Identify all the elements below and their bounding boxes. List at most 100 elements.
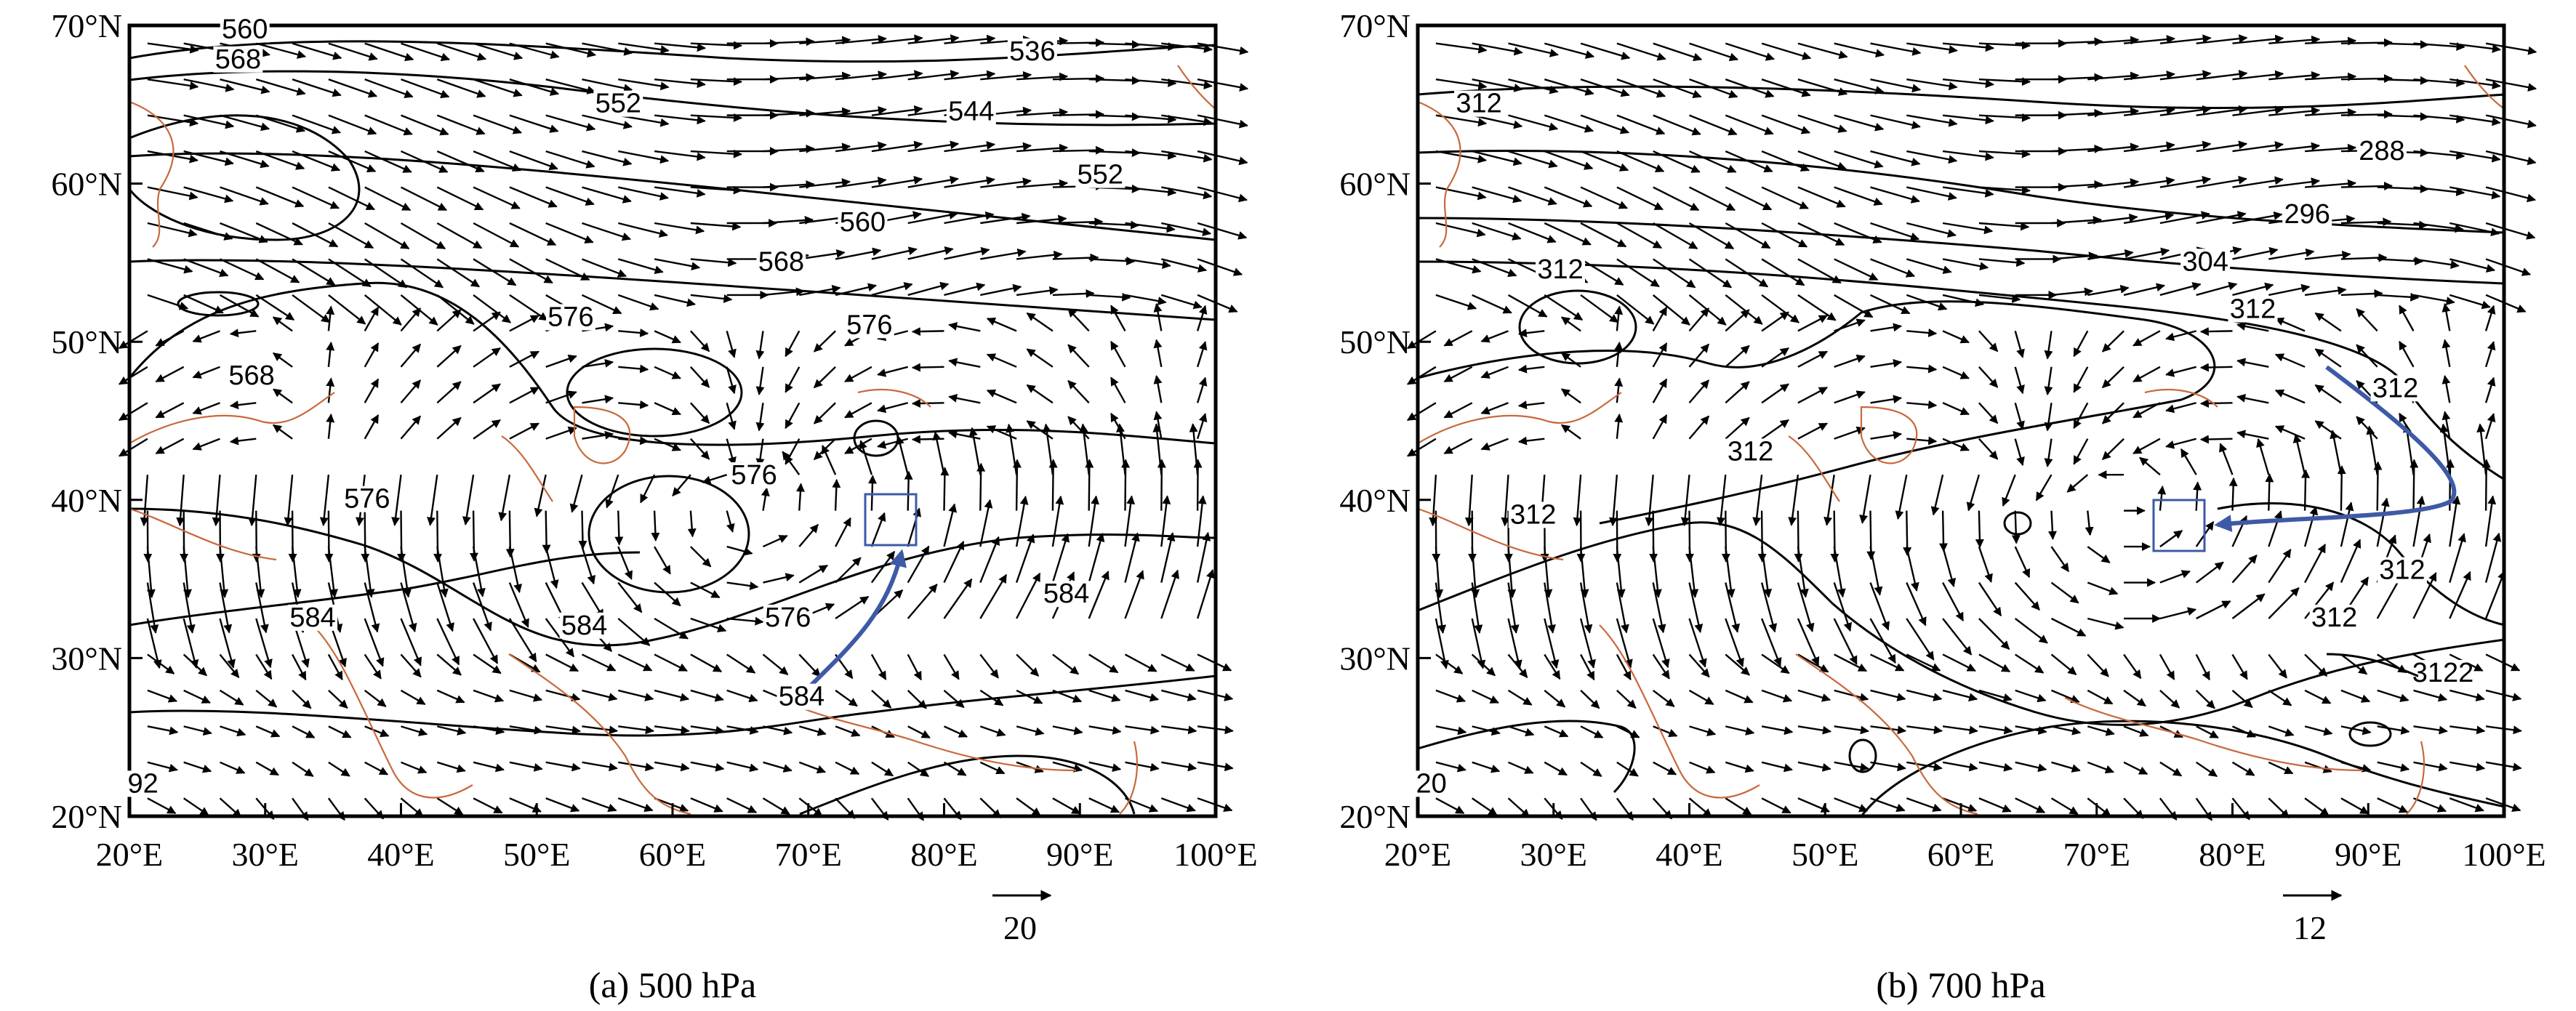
wind-vector xyxy=(1580,150,1629,172)
y-tick-label: 70°N xyxy=(1339,7,1411,44)
wind-vector xyxy=(763,216,814,225)
wind-vector xyxy=(326,305,335,331)
wind-vector xyxy=(1689,725,1717,736)
wind-vector xyxy=(1752,475,1763,526)
wind-vector xyxy=(1125,761,1160,772)
wind-vector xyxy=(618,42,670,55)
contour-label-bg xyxy=(763,604,813,631)
wind-vector xyxy=(473,653,502,674)
wind-vector xyxy=(1614,377,1624,403)
wind-vector xyxy=(1906,114,1958,127)
wind-vector xyxy=(1645,475,1654,527)
wind-vector xyxy=(1125,797,1159,813)
wind-vector xyxy=(980,71,1032,81)
wind-vector xyxy=(146,618,162,669)
contour-label: 576 xyxy=(731,460,777,491)
wind-vector xyxy=(472,546,486,597)
wind-vector xyxy=(219,546,229,598)
wind-vector xyxy=(1689,761,1716,774)
wind-vector xyxy=(1161,689,1197,702)
wind-vector xyxy=(1580,690,1600,709)
wind-vector xyxy=(2274,425,2306,440)
wind-vector xyxy=(364,546,375,598)
wind-vector xyxy=(654,797,689,813)
wind-vector xyxy=(2087,107,2140,116)
wind-vector xyxy=(1544,42,1595,59)
wind-vector xyxy=(1088,292,1131,302)
wind-vector xyxy=(1688,689,1714,706)
contour-label-bg xyxy=(2228,296,2278,323)
wind-vector xyxy=(1797,315,1828,332)
wind-vector xyxy=(870,653,887,680)
wind-vector xyxy=(1797,42,1848,60)
contour-label-bg xyxy=(1454,90,1504,117)
wind-vector xyxy=(2268,689,2292,706)
wind-vector xyxy=(726,761,759,773)
wind-vector xyxy=(578,510,587,550)
wind-vector xyxy=(473,150,522,172)
wind-vector xyxy=(1067,344,1090,368)
wind-vector xyxy=(1560,316,1581,332)
wind-vector xyxy=(980,283,1022,297)
wind-vector xyxy=(1725,294,1763,325)
wind-vector xyxy=(702,474,728,485)
wind-vector xyxy=(1906,186,1957,201)
wind-vector xyxy=(147,725,179,736)
wind-vector xyxy=(326,377,335,403)
wind-vector xyxy=(2413,689,2448,702)
wind-vector xyxy=(1051,495,1064,547)
wind-vector xyxy=(762,653,789,676)
wind-vector xyxy=(192,438,220,451)
wind-vector xyxy=(2340,74,2394,84)
wind-vector xyxy=(255,78,306,96)
y-tick-label: 50°N xyxy=(1339,323,1411,361)
wind-vector xyxy=(2231,555,2258,584)
wind-vector xyxy=(2449,186,2501,200)
wind-vector xyxy=(2484,341,2496,368)
wind-vector xyxy=(654,78,706,89)
wind-vector xyxy=(327,546,338,598)
wind-vector xyxy=(1435,547,1444,599)
wind-vector xyxy=(1761,294,1800,323)
wind-vector xyxy=(1480,366,1509,379)
wind-vector xyxy=(1088,532,1105,583)
wind-vector xyxy=(2047,510,2057,540)
wind-vector xyxy=(2087,797,2111,817)
wind-vector xyxy=(835,141,887,153)
wind-vector xyxy=(654,546,671,575)
wind-vector xyxy=(1435,222,1486,238)
wind-vector xyxy=(545,797,580,813)
wind-vector xyxy=(617,294,659,311)
wind-vector xyxy=(2165,438,2197,449)
wind-vector xyxy=(1616,150,1665,173)
wind-vector xyxy=(2159,70,2212,81)
wind-vector xyxy=(1942,761,1978,772)
wind-vector xyxy=(813,402,836,424)
contour-label: 552 xyxy=(1078,160,1123,190)
contour-label-bg xyxy=(2282,201,2332,227)
wind-vector xyxy=(1978,77,2031,86)
contour-label-bg xyxy=(220,16,270,43)
wind-vector xyxy=(176,475,185,527)
wind-vector xyxy=(581,546,596,585)
contour-label: 536 xyxy=(1009,36,1055,67)
wind-vector xyxy=(617,258,664,275)
contour-label: 560 xyxy=(222,14,268,44)
wind-vector xyxy=(1906,761,1943,772)
x-tick-label: 50°E xyxy=(1791,836,1859,873)
wind-vector xyxy=(1508,42,1559,57)
wind-vector xyxy=(220,761,246,774)
wind-vector xyxy=(2195,690,2215,709)
wind-vector xyxy=(1088,257,1136,266)
wind-vector xyxy=(1026,312,1054,332)
wind-vector xyxy=(654,222,705,235)
wind-vector xyxy=(2268,761,2294,775)
wind-vector xyxy=(1978,258,2026,267)
wind-vector xyxy=(255,42,307,59)
wind-vector xyxy=(2157,486,2167,511)
wind-vector xyxy=(2484,532,2502,583)
wind-vector xyxy=(2159,690,2180,709)
wind-vector xyxy=(763,761,793,773)
wind-vector xyxy=(2101,366,2124,389)
wind-vector xyxy=(835,761,860,775)
